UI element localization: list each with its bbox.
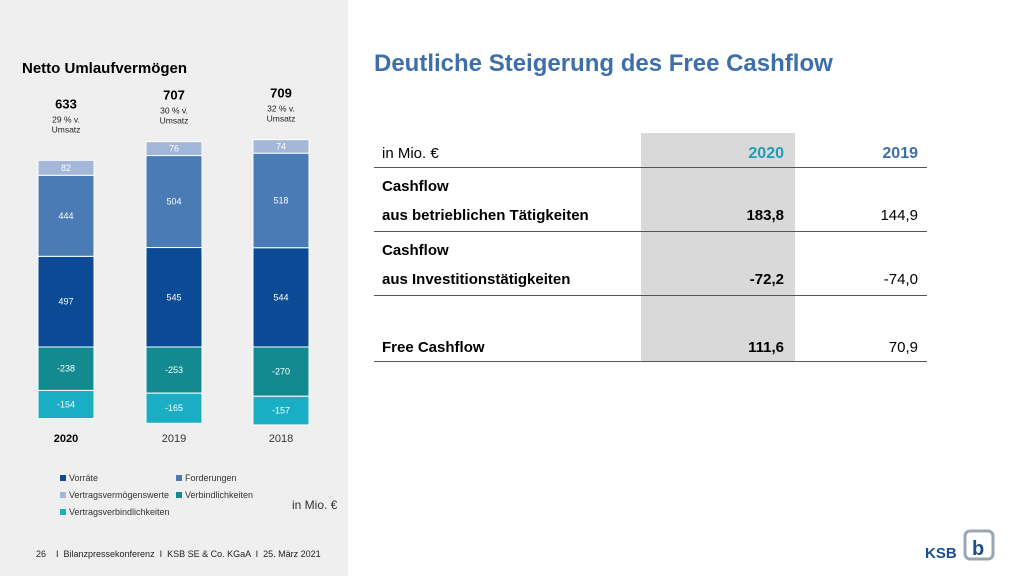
row-fcf-2020: 111,6 — [748, 339, 784, 356]
page-heading: Deutliche Steigerung des Free Cashflow — [374, 50, 833, 77]
bar-value-label: -253 — [165, 365, 183, 375]
bar-segment — [37, 159, 95, 176]
chart-unit-label: in Mio. € — [292, 498, 338, 512]
legend-forderungen: Forderungen — [176, 473, 237, 483]
row-fcf-2019: 70,9 — [888, 339, 918, 356]
bar-value-label: -165 — [165, 403, 183, 413]
table-divider — [374, 167, 927, 168]
legend-vorraete: Vorräte — [60, 473, 98, 483]
row-investing-2019: -74,0 — [883, 271, 918, 288]
row-investing-label-2: aus Investitionstätigkeiten — [382, 271, 571, 288]
bar-value-label: 497 — [58, 297, 73, 307]
row-investing-label-1: Cashflow — [382, 242, 449, 259]
bar-segment — [37, 174, 95, 257]
bar-segment — [37, 255, 95, 348]
table-divider — [374, 231, 927, 232]
bar-segment — [145, 155, 203, 249]
row-operating-label-2: aus betrieblichen Tätigkeiten — [382, 207, 589, 224]
row-operating-2020: 183,8 — [746, 207, 784, 224]
legend-label: Vertragsverbindlichkeiten — [69, 507, 170, 517]
legend-label: Forderungen — [185, 473, 237, 483]
bar-value-label: 518 — [273, 195, 288, 205]
bar-segment — [252, 395, 310, 426]
bar-total-label: 633 — [55, 96, 77, 111]
legend-swatch — [60, 492, 66, 498]
bar-segment — [252, 139, 310, 154]
bar-value-label: 504 — [166, 197, 181, 207]
bar-total-label: 709 — [270, 86, 292, 101]
bar-value-label: 76 — [169, 144, 179, 154]
bar-value-label: 544 — [273, 292, 288, 302]
legend-vertragsvermoegenswerte: Vertragsvermögenswerte — [60, 490, 169, 500]
legend-swatch — [60, 475, 66, 481]
bar-segment — [145, 392, 203, 424]
category-label: 2018 — [269, 433, 293, 445]
bar-total-label: 707 — [163, 88, 185, 103]
legend-vertragsverbindlichkeiten: Vertragsverbindlichkeiten — [60, 507, 170, 517]
category-label: 2020 — [54, 433, 78, 445]
bar-value-label: -270 — [272, 367, 290, 377]
bar-segment — [37, 389, 95, 420]
bar-total-note: Umsatz — [267, 114, 296, 124]
col-header-2019: 2019 — [882, 145, 918, 162]
bar-segment — [252, 346, 310, 397]
bar-total-note: Umsatz — [52, 124, 81, 134]
bar-total-note: 30 % v. — [160, 106, 188, 116]
legend-label: Vertragsvermögenswerte — [69, 490, 170, 500]
legend-swatch — [176, 492, 182, 498]
bar-segment — [37, 346, 95, 391]
legend-swatch — [176, 475, 182, 481]
table-unit-label: in Mio. € — [382, 145, 439, 162]
bar-total-note: 32 % v. — [267, 104, 295, 114]
bar-segment — [252, 247, 310, 348]
chart-title: Netto Umlaufvermögen — [22, 60, 188, 77]
legend-verbindlichkeiten: Verbindlichkeiten — [176, 490, 253, 500]
bar-value-label: 444 — [58, 211, 73, 221]
logo-text: KSB — [925, 545, 957, 562]
bar-value-label: 74 — [276, 141, 286, 151]
col-header-2020: 2020 — [748, 145, 784, 162]
table-divider — [374, 361, 927, 362]
bar-value-label: -154 — [57, 399, 75, 409]
legend-swatch — [60, 509, 66, 515]
bar-segment — [252, 152, 310, 249]
row-investing-2020: -72,2 — [749, 271, 784, 288]
legend-label: Verbindlichkeiten — [185, 490, 254, 500]
bar-value-label: -238 — [57, 364, 75, 374]
row-operating-2019: 144,9 — [880, 207, 918, 224]
category-label: 2019 — [162, 433, 186, 445]
bar-total-note: 29 % v. — [52, 114, 80, 124]
footer-text: 26 I Bilanzpressekonferenz I KSB SE & Co… — [36, 549, 321, 559]
bar-value-label: 82 — [61, 163, 71, 173]
logo-b-mark: b — [972, 538, 984, 560]
row-operating-label-1: Cashflow — [382, 178, 449, 195]
ksb-logo: KSB b — [925, 529, 995, 562]
legend-label: Vorräte — [69, 473, 99, 483]
bar-total-note: Umsatz — [160, 116, 189, 126]
highlight-column-2020 — [641, 133, 795, 362]
bar-segment — [145, 141, 203, 157]
logo-mark — [963, 529, 995, 561]
bar-value-label: -157 — [272, 406, 290, 416]
table-divider — [374, 295, 927, 296]
bar-value-label: 545 — [166, 292, 181, 302]
row-fcf-label: Free Cashflow — [382, 339, 485, 356]
